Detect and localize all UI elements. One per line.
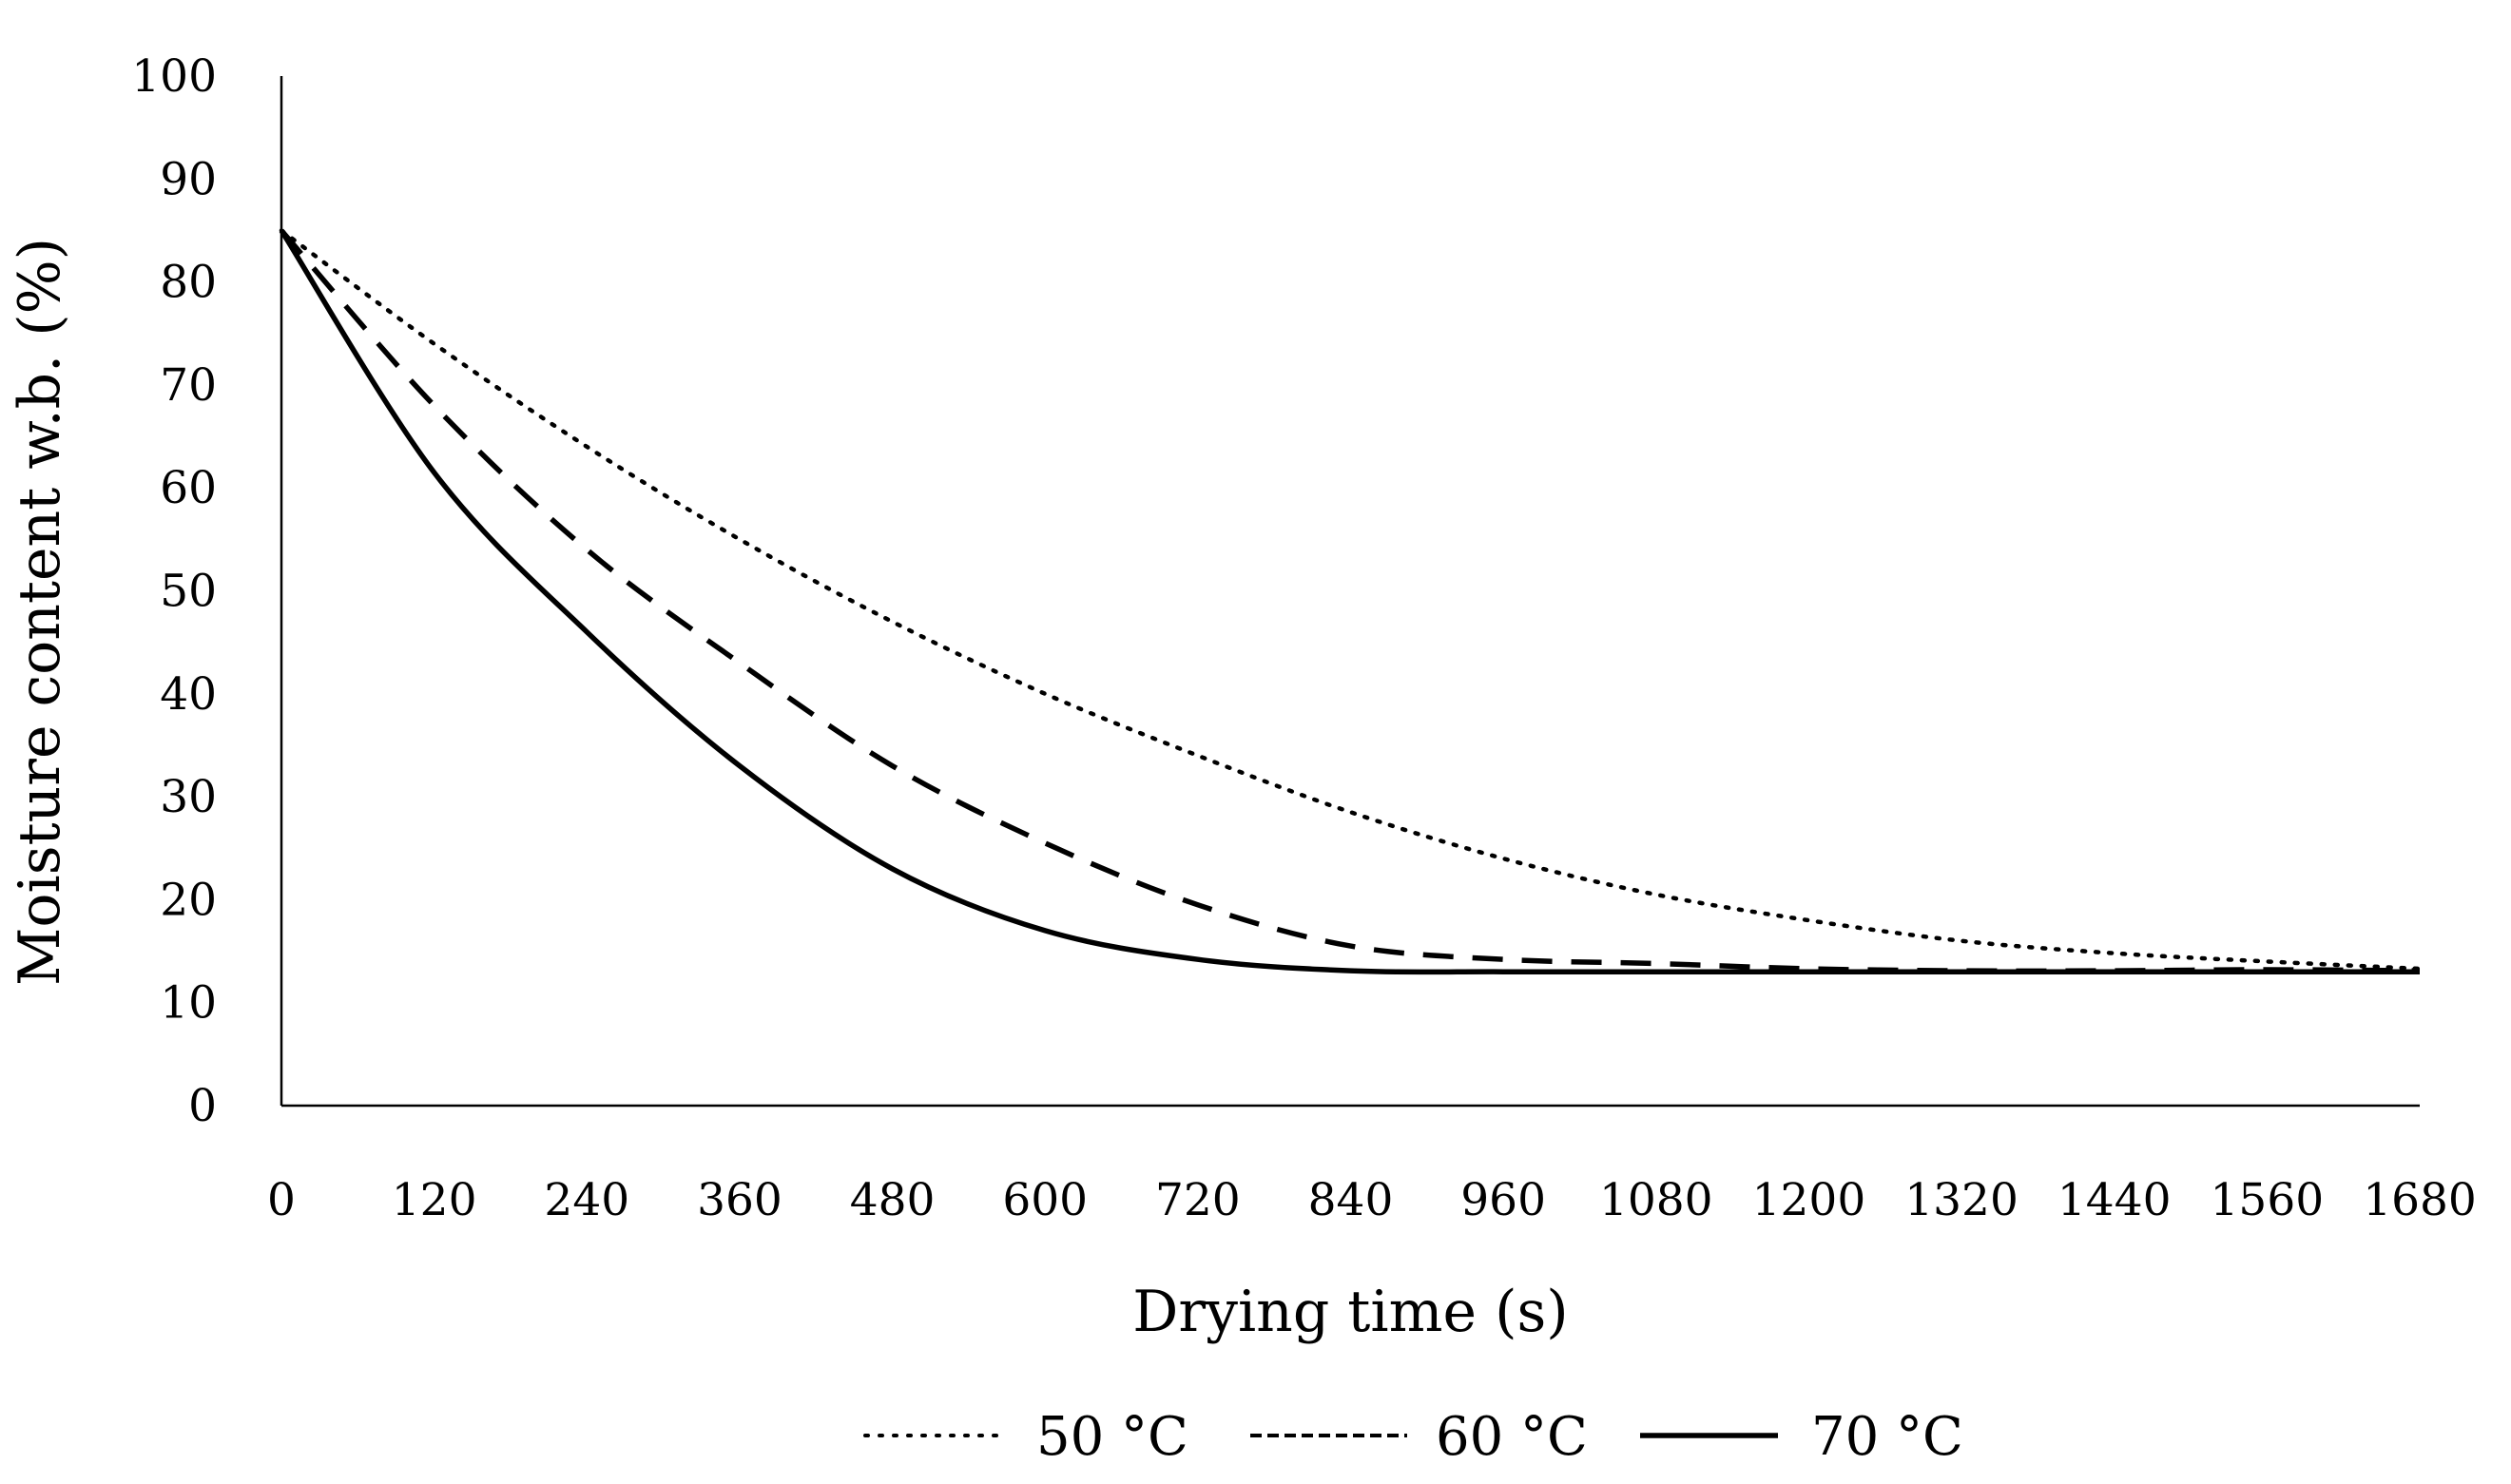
series-line-dashed: [279, 228, 2421, 974]
y-tick-label: 0: [188, 1080, 217, 1132]
y-tick-label: 100: [131, 50, 217, 103]
series-layer: [279, 228, 2423, 975]
x-tick-label: 360: [697, 1174, 782, 1226]
x-tick-label: 1440: [2057, 1174, 2172, 1226]
legend-label: 70 °C: [1811, 1406, 1963, 1468]
x-tick-label: 1680: [2363, 1174, 2477, 1226]
series-line-solid: [279, 229, 2420, 975]
y-axis-ticks: 0 10 20 30 40 50 60 70 80 90 100: [131, 50, 217, 1132]
x-axis-title: Drying time (s): [1132, 1279, 1568, 1345]
y-tick-label: 10: [160, 977, 217, 1030]
y-tick-label: 70: [160, 359, 217, 412]
x-tick-label: 600: [1002, 1174, 1088, 1226]
y-tick-label: 30: [160, 771, 217, 823]
x-tick-label: 0: [267, 1174, 296, 1226]
x-tick-label: 960: [1460, 1174, 1546, 1226]
y-tick-label: 50: [160, 566, 217, 618]
x-tick-label: 720: [1155, 1174, 1241, 1226]
y-tick-label: 40: [160, 668, 217, 721]
x-tick-label: 120: [392, 1174, 477, 1226]
y-axis-title: Moisture content w.b. (%): [7, 238, 73, 986]
legend: 50 °C 60 °C 70 °C: [863, 1406, 1963, 1468]
y-tick-label: 20: [160, 874, 217, 926]
x-tick-label: 1320: [1904, 1174, 2018, 1226]
legend-label: 50 °C: [1036, 1406, 1188, 1468]
x-tick-label: 480: [850, 1174, 936, 1226]
x-tick-label: 840: [1308, 1174, 1394, 1226]
series-line-dotted: [279, 228, 2423, 972]
x-tick-label: 1200: [1752, 1174, 1866, 1226]
x-tick-label: 1080: [1599, 1174, 1713, 1226]
x-tick-label: 240: [544, 1174, 629, 1226]
y-tick-label: 90: [160, 153, 217, 205]
y-tick-label: 60: [160, 462, 217, 514]
x-axis-ticks: 0 120 240 360 480 600 720 840 960 1080 1200 1320 144…: [267, 1174, 2477, 1226]
x-tick-label: 1560: [2211, 1174, 2325, 1226]
y-tick-label: 80: [160, 257, 217, 309]
legend-label: 60 °C: [1436, 1406, 1588, 1468]
